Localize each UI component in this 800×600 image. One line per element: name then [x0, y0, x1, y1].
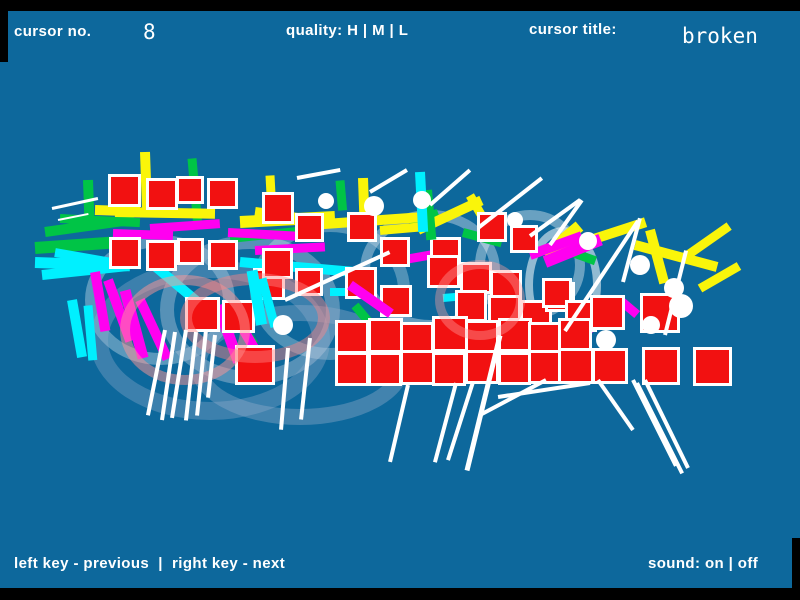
art-red-square: [400, 350, 435, 385]
art-color-stroke: [83, 179, 95, 231]
art-red-square: [176, 176, 204, 204]
navigation-help-text: left key - previous | right key - next: [14, 555, 286, 572]
art-red-square: [693, 347, 732, 386]
art-white-line: [433, 382, 458, 463]
art-white-line: [596, 378, 635, 432]
cursor-title-label: cursor title:: [529, 21, 617, 38]
art-red-square: [368, 352, 402, 386]
art-ellipse-ring: [435, 260, 525, 340]
bottom-right-frame-edge: [792, 538, 800, 600]
art-white-line: [296, 168, 341, 180]
cursor-title-value: broken: [682, 24, 758, 48]
art-white-line: [643, 379, 690, 469]
art-white-circle: [507, 212, 523, 228]
art-white-line: [428, 168, 472, 207]
art-red-square: [510, 225, 538, 253]
art-color-stroke: [149, 218, 221, 233]
quality-selector[interactable]: quality: H | M | L: [286, 22, 409, 39]
art-red-square: [177, 238, 204, 265]
cursor-no-value: 8: [143, 20, 156, 44]
art-white-line: [368, 168, 409, 194]
art-red-square: [262, 248, 293, 279]
art-white-circle: [664, 278, 684, 298]
art-red-square: [642, 347, 680, 385]
bottom-frame-bar: [0, 588, 800, 600]
art-red-square: [335, 352, 369, 386]
art-color-stroke: [330, 288, 355, 296]
art-red-square: [207, 178, 238, 209]
cursor-no-label: cursor no.: [14, 23, 92, 40]
art-red-square: [368, 318, 403, 353]
art-white-circle: [318, 193, 334, 209]
art-white-circle: [630, 255, 650, 275]
art-white-circle: [273, 315, 293, 335]
art-red-square: [558, 318, 592, 352]
art-white-circle: [413, 191, 431, 209]
art-red-square: [335, 320, 369, 354]
art-red-square: [262, 192, 294, 224]
art-white-circle: [364, 196, 384, 216]
art-color-stroke: [335, 179, 348, 211]
art-red-square: [558, 348, 594, 384]
art-red-square: [590, 295, 625, 330]
art-red-square: [432, 352, 466, 386]
art-red-square: [146, 240, 177, 271]
top-left-frame-edge: [0, 0, 8, 62]
art-white-circle: [669, 294, 693, 318]
art-red-square: [498, 352, 531, 385]
art-white-circle: [579, 232, 597, 250]
art-red-square: [208, 240, 238, 270]
art-red-square: [347, 212, 377, 242]
top-frame-bar: [0, 0, 800, 11]
art-red-square: [109, 237, 141, 269]
art-white-circle: [596, 330, 616, 350]
art-red-square: [592, 348, 628, 384]
art-red-square: [108, 174, 141, 207]
art-white-circle: [642, 316, 660, 334]
sound-toggle[interactable]: sound: on | off: [648, 555, 759, 572]
art-red-square: [295, 213, 324, 242]
art-red-square: [146, 178, 178, 210]
art-white-line: [635, 382, 684, 474]
